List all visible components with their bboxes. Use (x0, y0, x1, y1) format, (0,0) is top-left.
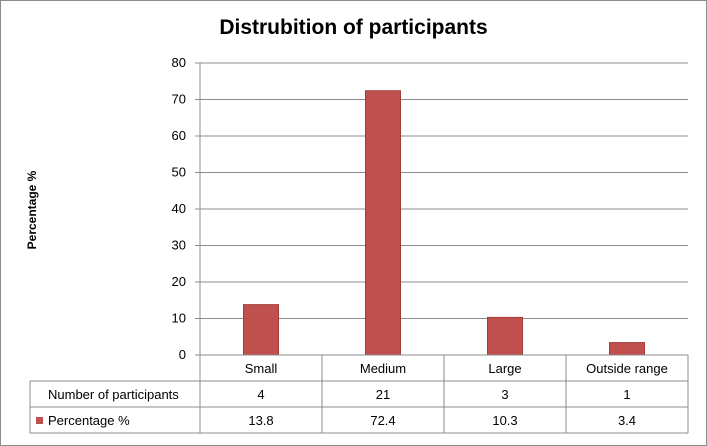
gridlines (195, 62, 688, 356)
y-tick-label: 80 (172, 55, 186, 70)
y-tick-labels: 0 10 20 30 40 50 60 70 80 (172, 55, 186, 362)
y-tick-label: 10 (172, 311, 186, 326)
table-row-label: Number of participants (48, 387, 179, 402)
y-tick-label: 70 (172, 92, 186, 107)
y-tick-label: 20 (172, 274, 186, 289)
table-cell: 3 (501, 387, 508, 402)
chart-title: Distrubition of participants (219, 16, 488, 39)
x-category-label: Medium (360, 361, 406, 376)
table-cell: 13.8 (248, 413, 273, 428)
table-row-label: Percentage % (48, 413, 130, 428)
bar (487, 316, 523, 356)
table-cell: 21 (376, 387, 390, 402)
table-cell: 1 (623, 387, 630, 402)
bar (243, 304, 279, 356)
table-cell: 4 (257, 387, 264, 402)
table-cell: 10.3 (492, 413, 517, 428)
y-tick-label: 30 (172, 238, 186, 253)
y-tick-label: 0 (179, 347, 186, 362)
legend-key (36, 417, 43, 424)
y-tick-label: 50 (172, 165, 186, 180)
x-category-label: Large (488, 361, 521, 376)
y-tick-label: 60 (172, 128, 186, 143)
data-table: Small Medium Large Outside range Number of p… (29, 354, 689, 434)
bars (243, 90, 645, 356)
bar (365, 90, 401, 356)
x-category-label: Outside range (586, 361, 668, 376)
bar (609, 342, 645, 356)
x-category-label: Small (245, 361, 278, 376)
table-cell: 3.4 (618, 413, 636, 428)
table-cell: 72.4 (370, 413, 395, 428)
y-tick-label: 40 (172, 201, 186, 216)
